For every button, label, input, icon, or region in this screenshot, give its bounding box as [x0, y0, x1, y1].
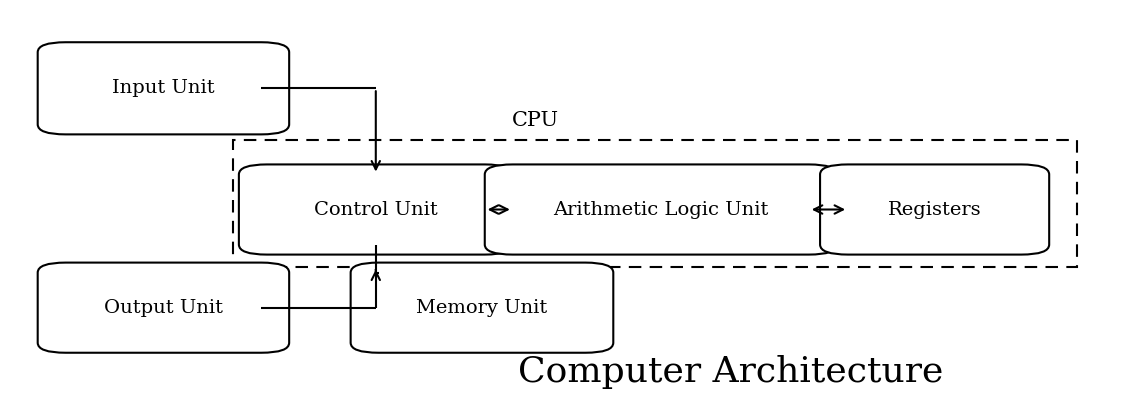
- FancyBboxPatch shape: [37, 263, 289, 353]
- Text: Output Unit: Output Unit: [104, 299, 223, 317]
- FancyBboxPatch shape: [350, 263, 614, 353]
- Text: Control Unit: Control Unit: [314, 200, 438, 218]
- Text: Arithmetic Logic Unit: Arithmetic Logic Unit: [553, 200, 768, 218]
- Text: Registers: Registers: [887, 200, 982, 218]
- FancyBboxPatch shape: [820, 164, 1049, 254]
- Text: Computer Architecture: Computer Architecture: [518, 355, 944, 389]
- FancyBboxPatch shape: [485, 164, 837, 254]
- Text: CPU: CPU: [511, 111, 558, 130]
- FancyBboxPatch shape: [239, 164, 512, 254]
- Text: Input Unit: Input Unit: [113, 79, 215, 97]
- FancyBboxPatch shape: [37, 42, 289, 135]
- Text: Memory Unit: Memory Unit: [417, 299, 547, 317]
